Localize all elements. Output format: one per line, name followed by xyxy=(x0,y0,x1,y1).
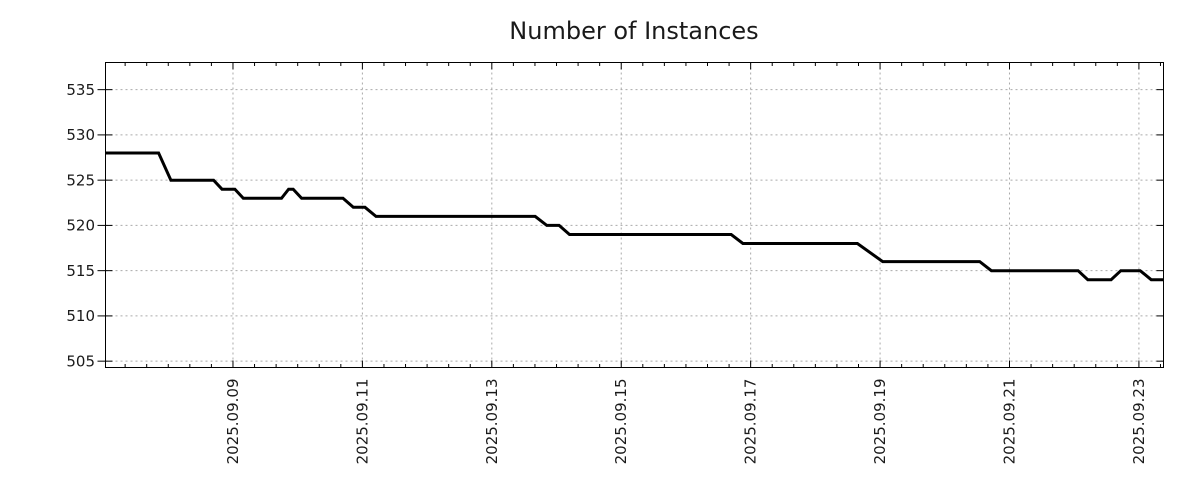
y-tick-label: 515 xyxy=(66,262,95,280)
chart-title: Number of Instances xyxy=(509,17,758,45)
y-tick-label: 510 xyxy=(66,307,95,325)
gridlines-layer xyxy=(105,62,1164,368)
y-tick-label: 525 xyxy=(66,171,95,189)
axis-ticks-layer xyxy=(97,62,1164,368)
x-tick-label: 2025.09.09 xyxy=(224,379,242,465)
y-tick-label: 505 xyxy=(66,352,95,370)
y-tick-label: 535 xyxy=(66,81,95,99)
x-tick-label: 2025.09.17 xyxy=(742,379,760,465)
axis-labels-layer: 505 510 515 520 525 530 535 2025.09.09 2025.09.1… xyxy=(66,81,1148,465)
x-tick-label: 2025.09.23 xyxy=(1130,379,1148,465)
x-tick-label: 2025.09.11 xyxy=(353,379,371,465)
series-layer xyxy=(105,151,1164,282)
y-tick-label: 520 xyxy=(66,217,95,235)
data-line xyxy=(105,151,1164,282)
x-tick-label: 2025.09.21 xyxy=(1000,379,1018,465)
x-tick-label: 2025.09.19 xyxy=(871,379,889,465)
x-tick-label: 2025.09.13 xyxy=(483,378,501,464)
x-tick-label: 2025.09.15 xyxy=(612,379,630,465)
y-tick-label: 530 xyxy=(66,126,95,144)
plot-border xyxy=(105,62,1164,368)
